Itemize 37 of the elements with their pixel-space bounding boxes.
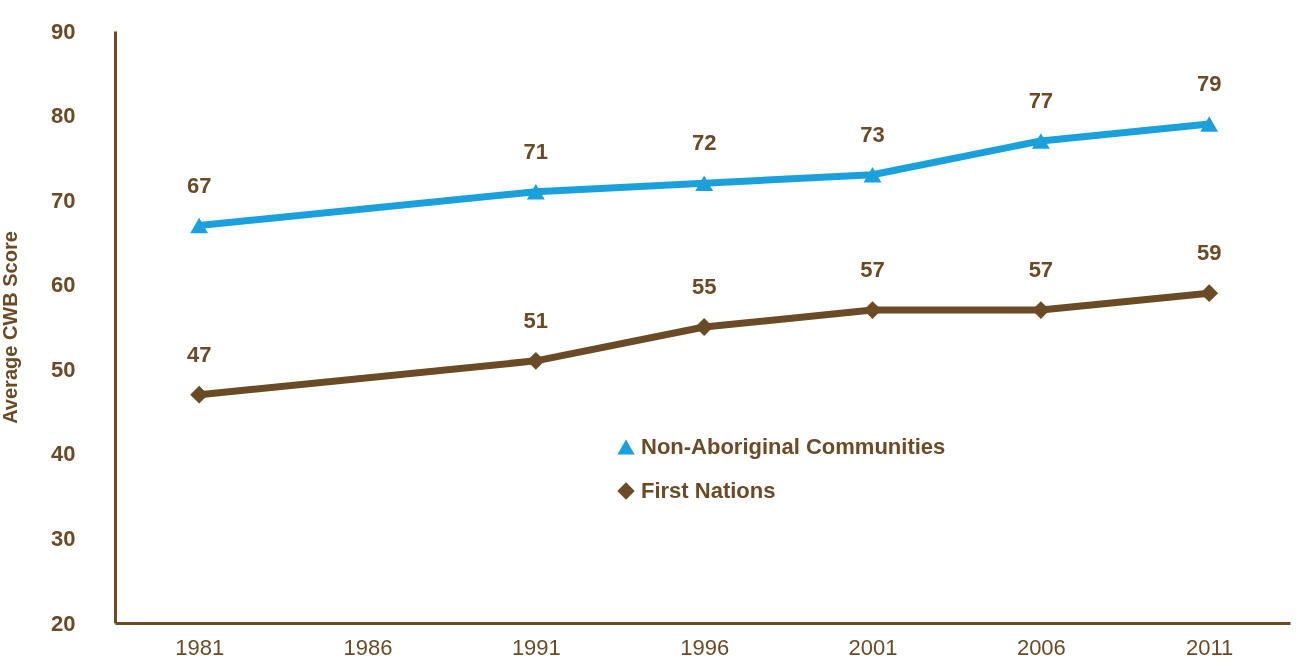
y-tick-label: 70 (51, 187, 76, 213)
data-label: 59 (1196, 240, 1222, 266)
y-tick-label: 50 (51, 356, 76, 382)
point (863, 167, 882, 183)
legend-label: First Nations (641, 478, 776, 503)
point (1200, 284, 1219, 303)
x-tick-label: 2006 (1016, 634, 1066, 660)
data-label: 77 (1028, 87, 1054, 113)
y-tick-label: 40 (51, 441, 76, 467)
data-label: 51 (523, 307, 549, 333)
x-tick-label: 1996 (680, 634, 730, 660)
point (1031, 133, 1050, 149)
legend-label: Non-Aboriginal Communities (641, 434, 946, 459)
y-axis-title: Average CWB Score (0, 231, 22, 424)
point (695, 175, 714, 191)
x-tick-label: 2001 (848, 634, 898, 660)
y-tick-label: 60 (51, 272, 76, 298)
y-tick-label: 20 (51, 610, 76, 636)
data-label: 71 (523, 138, 549, 164)
x-tick-label: 1981 (175, 634, 225, 660)
point (1200, 116, 1219, 132)
data-label: 57 (860, 257, 885, 283)
data-label: 47 (186, 341, 212, 367)
x-tick-label: 1986 (343, 634, 393, 660)
data-label: 72 (691, 130, 717, 156)
y-tick-label: 80 (51, 103, 76, 129)
x-tick-label: 1991 (511, 634, 561, 660)
data-label: 67 (186, 172, 212, 198)
data-label: 73 (860, 121, 885, 147)
data-label: 55 (691, 274, 717, 299)
data-label: 79 (1196, 71, 1222, 97)
point (526, 183, 545, 200)
point (190, 217, 209, 234)
data-label: 57 (1028, 257, 1054, 283)
y-tick-label: 30 (51, 525, 76, 551)
x-tick-label: 2011 (1186, 634, 1234, 660)
y-tick-label: 90 (51, 18, 76, 44)
